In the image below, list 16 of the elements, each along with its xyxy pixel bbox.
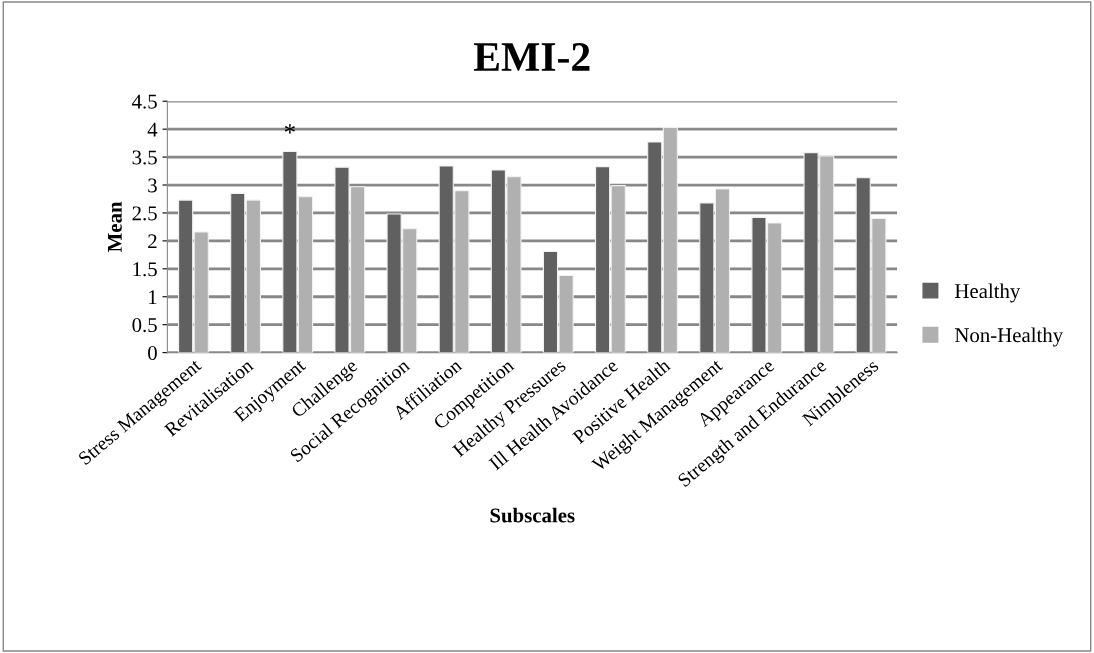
- y-tick-label: 1: [149, 290, 157, 304]
- chart-title: EMI-2: [473, 43, 590, 71]
- x-axis-title: Subscales: [490, 507, 575, 523]
- y-tick-label: 4.5: [132, 94, 157, 109]
- y-tick-label: 2.5: [132, 206, 157, 221]
- annotation: *: [284, 124, 295, 134]
- y-tick-label: 0: [148, 345, 157, 361]
- y-tick-label: 3: [148, 178, 157, 193]
- legend-label: Non-Healthy: [954, 327, 1064, 347]
- legend-label: Healthy: [954, 283, 1021, 303]
- y-tick-label: 0.5: [132, 318, 157, 333]
- y-tick-label: 2: [148, 234, 157, 249]
- y-axis-title: Mean: [107, 201, 122, 253]
- y-tick-label: 3.5: [132, 150, 157, 165]
- y-tick-label: 1.5: [133, 262, 157, 277]
- y-tick-label: 4: [147, 122, 158, 137]
